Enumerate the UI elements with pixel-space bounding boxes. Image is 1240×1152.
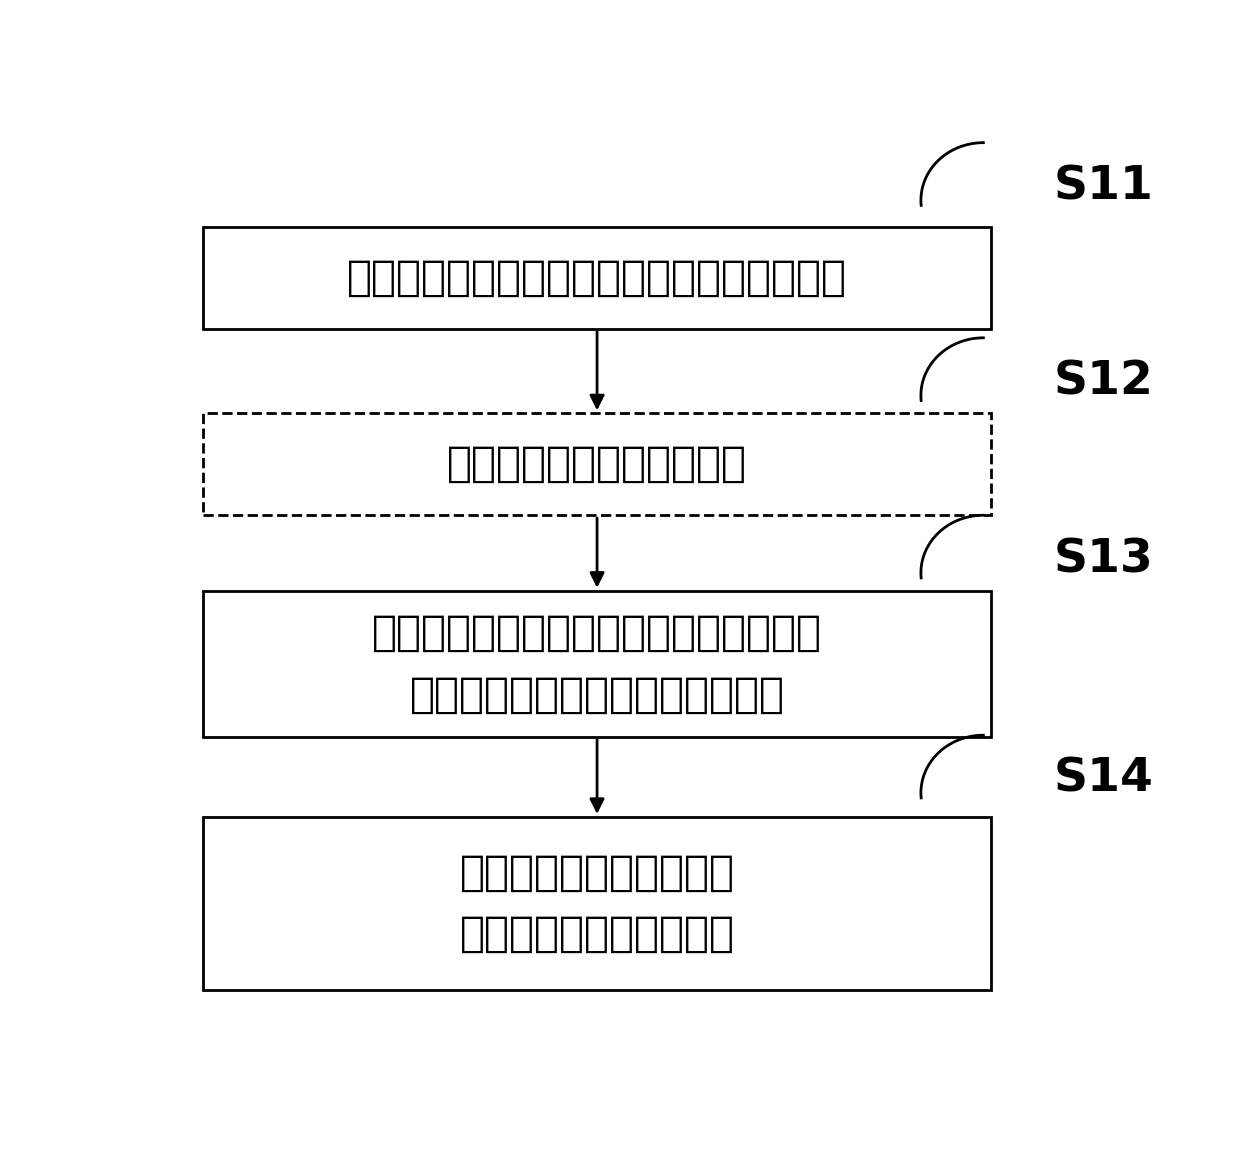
Bar: [203, 227, 991, 329]
Text: S11: S11: [1054, 165, 1153, 210]
Text: 基于所述飞行数据，利用偏最小二乘回归
法建立所述航空发动机的基线模型: 基于所述飞行数据，利用偏最小二乘回归 法建立所述航空发动机的基线模型: [372, 612, 822, 715]
Text: S14: S14: [1054, 756, 1153, 801]
Text: S13: S13: [1054, 537, 1153, 582]
Bar: [203, 591, 991, 737]
Text: 对所述飞行数据进行预处理: 对所述飞行数据进行预处理: [448, 444, 746, 485]
Bar: [203, 414, 991, 515]
Bar: [203, 817, 991, 990]
Text: 解析航空发动机的巡航报文，以获取飞行数据: 解析航空发动机的巡航报文，以获取飞行数据: [347, 257, 847, 300]
Text: S12: S12: [1054, 359, 1153, 404]
Text: 基于所述基线模型，计算
所述航空发动机的基线值: 基于所述基线模型，计算 所述航空发动机的基线值: [460, 851, 734, 955]
